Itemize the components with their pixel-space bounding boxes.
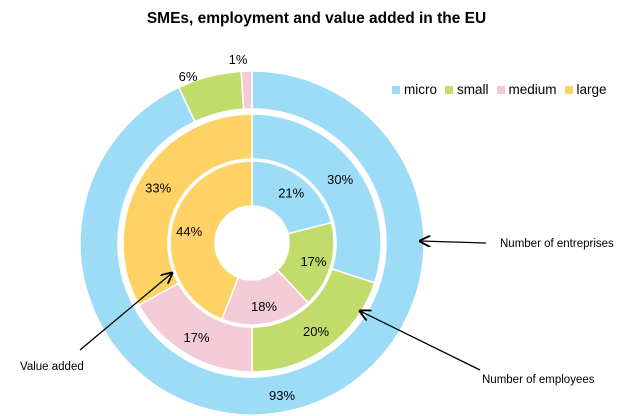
label-outer-small: 6% [179, 69, 198, 84]
annotation-inner: Value added [20, 361, 84, 373]
slice-middle-large [122, 113, 253, 307]
label-inner-medium: 18% [251, 299, 277, 314]
legend-label-large: large [576, 82, 607, 97]
arrow-middle [360, 311, 481, 371]
legend-label-medium: medium [508, 82, 557, 97]
legend: micro small medium large [392, 82, 615, 97]
label-outer-medium: 1% [229, 52, 248, 67]
arrow-outer [420, 241, 487, 243]
label-middle-large: 33% [145, 181, 171, 196]
slice-outer-medium [240, 70, 253, 111]
slices-group [79, 70, 425, 416]
donut-hole [215, 206, 289, 280]
slice-outer-micro [79, 70, 425, 416]
legend-item-large: large [564, 82, 607, 97]
legend-swatch-micro [392, 85, 400, 94]
label-middle-small: 20% [303, 324, 329, 339]
chart-title: SMEs, employment and value added in the … [146, 10, 487, 27]
legend-swatch-small [445, 85, 453, 94]
annotation-middle: Number of employees [482, 374, 595, 386]
label-inner-small: 17% [300, 254, 326, 269]
annotation-outer: Number of entreprises [500, 238, 614, 250]
legend-label-micro: micro [404, 82, 437, 97]
legend-item-small: small [445, 82, 489, 97]
label-middle-medium: 17% [183, 330, 209, 345]
legend-label-small: small [457, 82, 489, 97]
labels-group: 93% 6% 1% 30% 20% 17% 33% 21% 17% 18% 44% [145, 52, 353, 403]
label-inner-micro: 21% [278, 185, 304, 200]
arrow-inner [79, 273, 172, 351]
legend-swatch-large [564, 85, 573, 94]
label-outer-micro: 93% [269, 388, 295, 403]
legend-swatch-medium [496, 85, 505, 94]
annotations-group: Number of entreprises Number of employees… [20, 238, 614, 386]
label-inner-large: 44% [176, 224, 202, 239]
legend-item-medium: medium [496, 82, 557, 97]
label-middle-micro: 30% [327, 172, 353, 187]
legend-item-micro: micro [392, 82, 437, 97]
slice-middle-micro [251, 113, 382, 284]
